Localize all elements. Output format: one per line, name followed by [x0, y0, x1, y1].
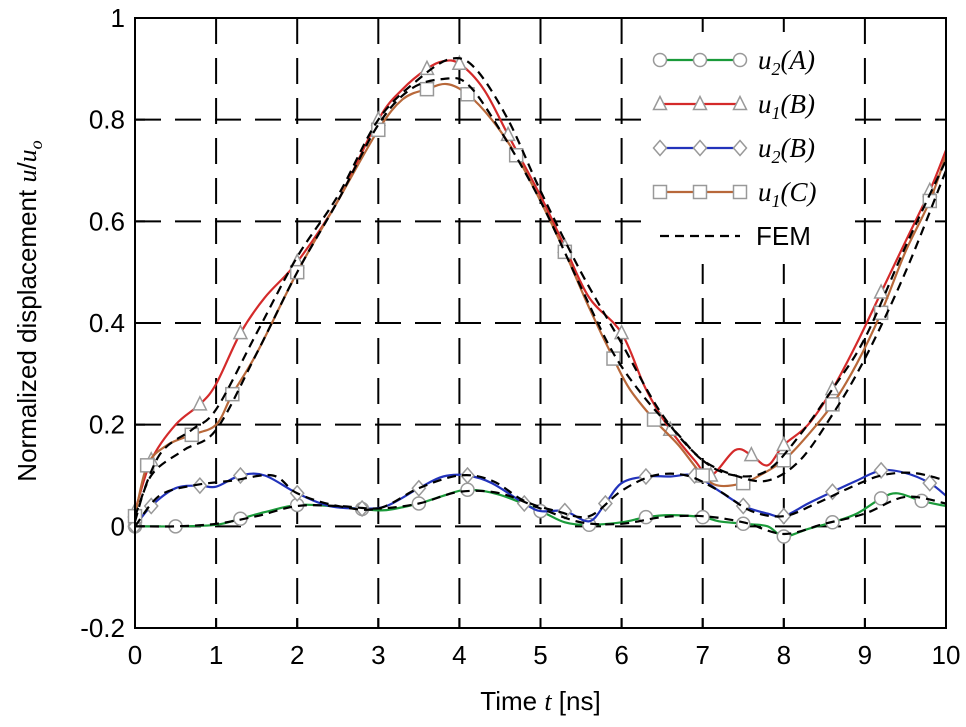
data-point-u1-b	[192, 395, 208, 411]
legend-label: u2(B)	[758, 133, 815, 167]
series-layer	[127, 54, 948, 544]
legend-marker	[732, 52, 748, 68]
x-tick-label: 1	[209, 640, 223, 670]
legend-entry-u2-b: u2(B)	[652, 133, 815, 167]
legend-marker	[692, 94, 708, 111]
legend-marker	[732, 94, 748, 111]
data-point-u2-a	[873, 491, 889, 506]
x-tick-label: 7	[695, 640, 709, 670]
x-tick-label: 10	[932, 640, 961, 670]
data-point-u1-b	[613, 323, 630, 340]
x-tick-label: 9	[858, 640, 872, 670]
data-point-u2-b	[824, 483, 840, 501]
y-tick-label: 0.8	[89, 105, 125, 135]
data-point-u1-c	[646, 412, 662, 427]
legend-entry-u1-c: u1(C)	[652, 177, 817, 211]
legend-marker	[692, 184, 708, 200]
axis-ticks: 0 1 2 3 4 5 6 7 8 9 10-0.200.20.40.60.81	[80, 3, 960, 670]
data-point-u1-b	[873, 283, 889, 299]
x-tick-label: 5	[533, 640, 547, 670]
series-line-fem	[134, 471, 947, 527]
y-tick-label: 0.4	[89, 308, 125, 338]
x-tick-label: 6	[614, 640, 628, 670]
data-point-u1-c	[139, 458, 155, 473]
x-tick-label: 4	[452, 640, 466, 670]
y-axis-label: Normalized displacement u/uo	[12, 140, 46, 481]
legend-label: FEM	[756, 221, 811, 251]
x-tick-label: 8	[777, 640, 791, 670]
data-point-u2-b	[922, 474, 938, 492]
series-u2-b	[127, 461, 947, 535]
series-line-fem	[134, 489, 947, 536]
y-tick-label: 0.2	[89, 410, 125, 440]
data-point-u2-b	[232, 466, 248, 485]
y-tick-label: 1	[111, 3, 125, 33]
legend-label: u2(A)	[758, 45, 815, 79]
y-tick-label: 0.6	[89, 206, 125, 236]
data-point-u1-b	[743, 445, 760, 462]
data-point-u2-b	[638, 467, 654, 486]
series-line-fem	[133, 57, 947, 517]
legend-entry-fem: FEM	[660, 221, 811, 251]
data-point-u1-b	[451, 54, 468, 70]
data-point-u1-b	[232, 323, 249, 340]
legend-marker	[732, 184, 748, 200]
series-line-fem	[133, 76, 948, 522]
legend-marker	[692, 139, 708, 157]
x-tick-label: 2	[290, 640, 304, 670]
series-fem	[133, 57, 948, 536]
data-point-u2-b	[735, 497, 751, 515]
legend: u2(A) u1(B) u2(B) u1(C) FEM	[650, 32, 850, 264]
legend-marker	[652, 184, 668, 200]
series-u2-a	[127, 482, 947, 544]
data-point-u1-c	[460, 87, 475, 102]
legend-marker	[652, 52, 668, 68]
data-point-u2-a	[776, 529, 792, 544]
data-point-u1-c	[736, 475, 751, 491]
data-point-u1-c	[371, 122, 386, 138]
x-tick-label: 0	[128, 640, 142, 670]
y-tick-label: -0.2	[80, 613, 125, 643]
legend-marker	[732, 139, 748, 157]
legend-label: u1(B)	[758, 89, 815, 123]
legend-entry-u1-b: u1(B)	[652, 89, 815, 123]
legend-entry-u2-a: u2(A)	[652, 45, 815, 79]
data-point-u2-b	[873, 461, 889, 480]
data-point-u1-c	[419, 81, 435, 97]
data-point-u2-a	[460, 482, 475, 497]
legend-marker	[692, 52, 708, 68]
data-point-u1-c	[184, 427, 200, 443]
grid-lines	[135, 18, 946, 628]
x-axis-label: Time t [ns]	[480, 686, 600, 716]
data-point-u1-b	[824, 379, 841, 396]
data-point-u2-b	[143, 497, 159, 515]
data-point-u2-b	[192, 477, 208, 495]
x-tick-label: 3	[371, 640, 385, 670]
legend-label: u1(C)	[758, 177, 817, 211]
y-tick-label: 0	[111, 511, 125, 541]
legend-marker	[652, 139, 668, 157]
data-point-u1-b	[776, 435, 792, 452]
legend-marker	[652, 94, 668, 111]
data-point-u2-b	[411, 479, 427, 497]
